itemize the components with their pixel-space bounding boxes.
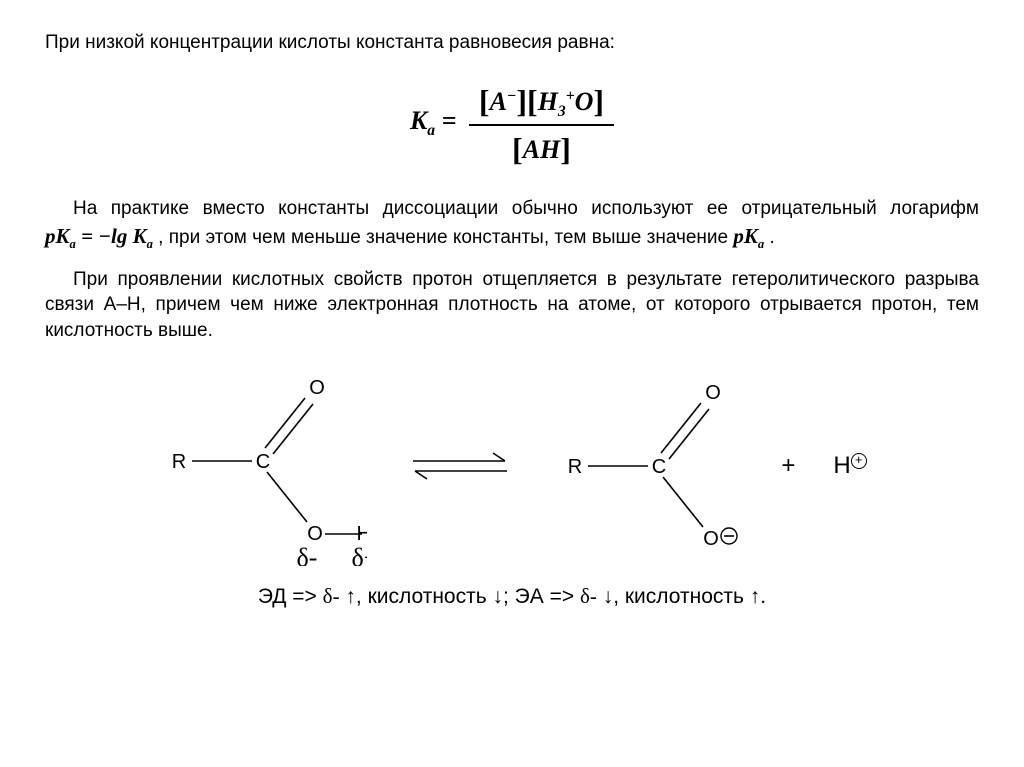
delta-plus-label: δ+ <box>352 543 367 566</box>
minus-charge-icon <box>721 528 737 544</box>
effects-summary: ЭД => δ- ↑, кислотность ↓; ЭА => δ- ↓, к… <box>45 584 979 609</box>
pka-symbol: pKa <box>733 224 769 248</box>
atom-h: H <box>357 523 367 545</box>
equals: = <box>442 106 463 135</box>
acidity-label-1: , кислотность <box>356 585 493 608</box>
atom-o-single-2: O <box>704 528 720 550</box>
ka-lhs: Ka <box>410 106 435 135</box>
ka-formula: Ka = [A−][H3+O] [AH] <box>45 80 979 166</box>
p2-part-a: На практике вместо константы диссоциации… <box>73 198 979 219</box>
arrow-down-2: ↓ <box>597 585 613 608</box>
denominator: [AH] <box>469 126 614 166</box>
atom-r-2: R <box>568 456 582 478</box>
fraction: [A−][H3+O] [AH] <box>469 80 614 166</box>
equilibrium-arrow-icon <box>405 446 515 486</box>
proton: H+ <box>833 452 866 480</box>
atom-r: R <box>172 451 186 473</box>
atom-o-single: O <box>308 523 324 545</box>
acidity-label-2: , кислотность <box>613 585 750 608</box>
plus-sign: + <box>781 452 795 480</box>
molecule-anion: R C O O <box>553 376 743 556</box>
pka-paragraph: На практике вместо константы диссоциации… <box>45 196 979 253</box>
pka-definition: pKa = −lg Ka <box>45 224 158 248</box>
numerator: [A−][H3+O] <box>469 80 614 126</box>
plus-charge-icon: + <box>851 453 867 469</box>
p2-part-c: . <box>769 227 774 248</box>
heterolytic-paragraph: При проявлении кислотных свойств протон … <box>45 267 979 344</box>
delta-minus-1: δ- <box>323 584 340 608</box>
ed-label: ЭД => <box>258 585 323 608</box>
atom-o-dbl: O <box>310 377 326 399</box>
atom-c: C <box>256 451 270 473</box>
atom-c-2: C <box>652 456 666 478</box>
arrow-up-2: ↑ <box>750 585 761 608</box>
arrow-down-1: ↓ <box>493 585 504 608</box>
delta-minus-label: δ- <box>297 543 318 566</box>
ea-label: ; ЭА => <box>503 585 580 608</box>
molecule-acid: R C O O H δ- δ+ <box>157 366 367 566</box>
intro-paragraph: При низкой концентрации кислоты констант… <box>45 30 979 56</box>
reaction-scheme: R C O O H δ- δ+ R C O O <box>45 366 979 566</box>
atom-o-dbl-2: O <box>706 382 722 404</box>
atom-h-cation: H <box>833 452 850 479</box>
arrow-up-1: ↑ <box>340 585 356 608</box>
p2-part-b: , при этом чем меньше значение константы… <box>158 227 733 248</box>
delta-minus-2: δ- <box>580 584 597 608</box>
period: . <box>760 585 766 608</box>
